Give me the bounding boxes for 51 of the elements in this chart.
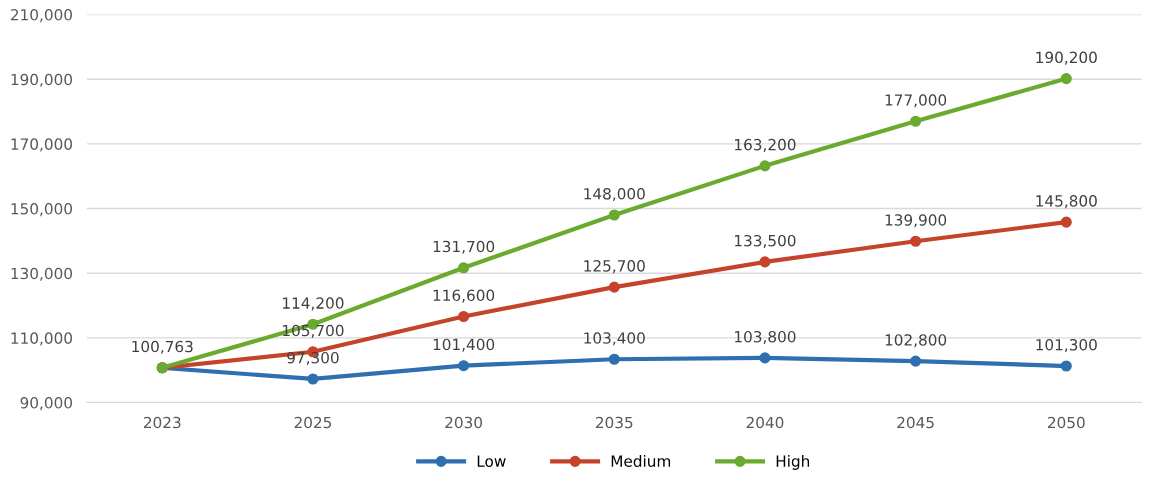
y-tick-label: 90,000 xyxy=(20,397,73,411)
point xyxy=(910,115,922,127)
data-label: 103,400 xyxy=(584,332,645,346)
point xyxy=(910,235,922,247)
x-tick-label: 2035 xyxy=(595,416,633,429)
x-tick-label: 2030 xyxy=(445,416,483,429)
data-label: 133,500 xyxy=(735,234,796,248)
point xyxy=(759,256,771,268)
point xyxy=(1060,360,1072,372)
y-tick-label: 190,000 xyxy=(11,73,73,87)
point xyxy=(307,373,319,385)
x-tick-label: 2025 xyxy=(294,416,332,429)
legend-label: Low xyxy=(477,455,506,467)
point xyxy=(458,310,470,323)
data-label: 163,200 xyxy=(735,138,796,152)
data-label: 139,900 xyxy=(885,214,947,228)
y-tick-label: 130,000 xyxy=(11,267,73,281)
legend-label: High xyxy=(776,455,810,470)
y-tick-label: 110,000 xyxy=(11,332,73,346)
point xyxy=(608,209,620,221)
data-label: 116,600 xyxy=(433,289,495,303)
y-tick-label: 210,000 xyxy=(10,9,73,23)
point xyxy=(1060,73,1072,85)
point xyxy=(608,353,620,365)
data-label: 125,700 xyxy=(584,260,645,274)
x-tick-label: 2045 xyxy=(897,416,934,429)
data-label: 148,000 xyxy=(584,188,645,202)
x-tick-label: 2050 xyxy=(1047,416,1085,429)
data-label: 101,300 xyxy=(1036,339,1097,353)
data-label: 103,800 xyxy=(735,330,796,345)
data-label: 131,700 xyxy=(433,240,495,254)
point xyxy=(759,160,771,172)
point xyxy=(759,352,771,364)
data-label: 145,800 xyxy=(1036,195,1097,209)
y-tick-label: 170,000 xyxy=(11,138,73,152)
data-label: 190,200 xyxy=(1036,51,1097,65)
data-label: 101,400 xyxy=(433,338,495,352)
x-tick-label: 2023 xyxy=(143,416,181,429)
data-label: 100,763 xyxy=(132,340,193,354)
point xyxy=(458,360,470,372)
data-label: 97,300 xyxy=(287,351,339,366)
data-label: 102,800 xyxy=(885,334,947,348)
point xyxy=(1060,216,1072,228)
x-tick-label: 2040 xyxy=(746,416,784,429)
legend-label: Medium xyxy=(611,455,671,467)
data-label: 114,200 xyxy=(283,297,344,311)
point xyxy=(910,355,922,367)
point xyxy=(608,281,620,293)
point xyxy=(458,262,470,274)
y-tick-label: 150,000 xyxy=(11,203,73,217)
data-label: 177,000 xyxy=(885,94,947,108)
